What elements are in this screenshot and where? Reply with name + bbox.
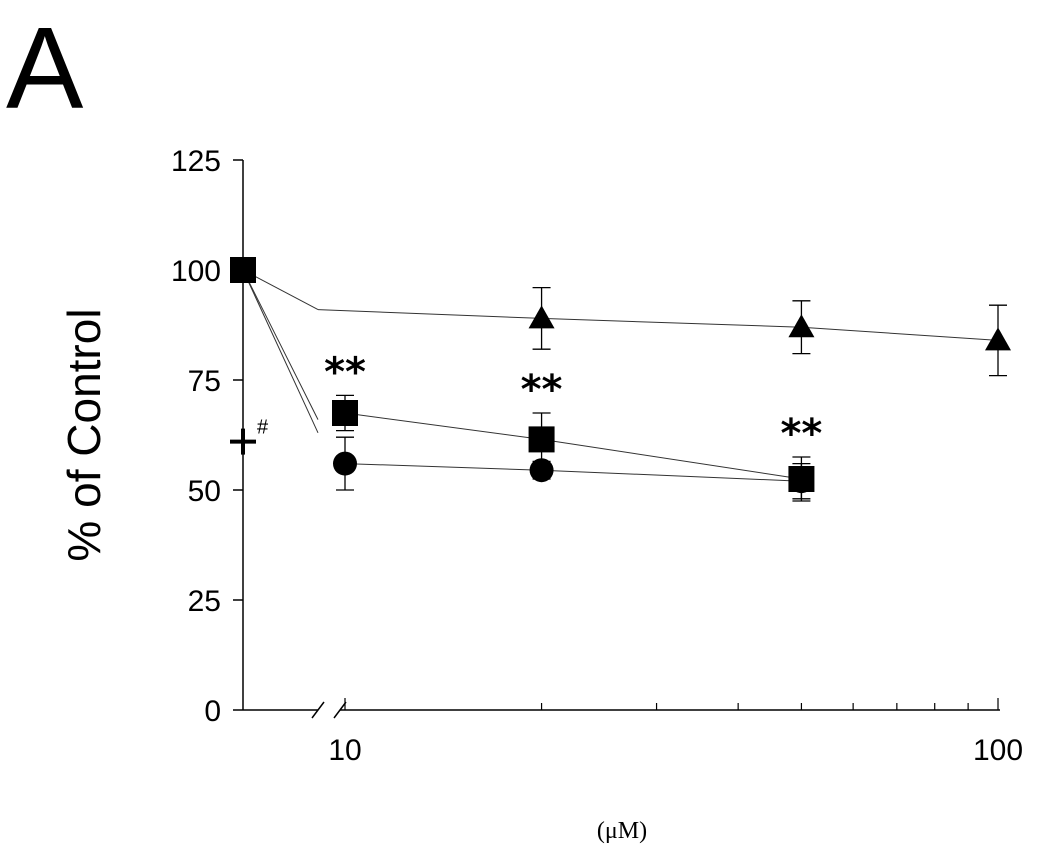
control-square-marker [230, 257, 256, 283]
axis-break-mark [333, 701, 347, 719]
series-line [344, 463, 802, 482]
y-tick-label: 75 [188, 365, 221, 398]
error-bars [336, 286, 1007, 502]
circle-marker [333, 451, 357, 476]
significance-marker: ** [324, 349, 366, 395]
y-tick-label: 50 [188, 475, 221, 508]
y-tick-label: 100 [171, 255, 221, 288]
y-tick-label: 25 [188, 585, 221, 618]
significance-marker: ** [781, 411, 823, 457]
connector-line [242, 269, 319, 434]
annotations: ** ** ** # [257, 349, 822, 457]
x-axis-label: (μM) [597, 818, 647, 844]
square-marker [332, 400, 358, 426]
series-line [344, 412, 802, 480]
circle-marker [789, 469, 814, 494]
series-line [317, 309, 999, 341]
axis-break-mark [311, 701, 325, 719]
significance-marker: ** [521, 367, 563, 413]
axes: 0 25 50 75 100 125 10 100 [171, 145, 1023, 767]
panel-label: A [6, 3, 84, 133]
x-tick-label: 10 [328, 734, 361, 767]
triangle-marker [985, 327, 1011, 351]
triangle-marker [528, 305, 555, 329]
y-tick-label: 0 [204, 695, 221, 728]
circle-marker [529, 458, 554, 483]
connector-line [242, 269, 319, 420]
triangle-marker [788, 314, 815, 338]
y-tick-label: 125 [171, 145, 221, 178]
x-tick-label: 100 [973, 734, 1023, 767]
hash-annotation: # [257, 417, 269, 439]
data-markers [230, 257, 1011, 494]
square-marker [528, 426, 555, 453]
y-axis-label: % of Control [58, 308, 110, 561]
